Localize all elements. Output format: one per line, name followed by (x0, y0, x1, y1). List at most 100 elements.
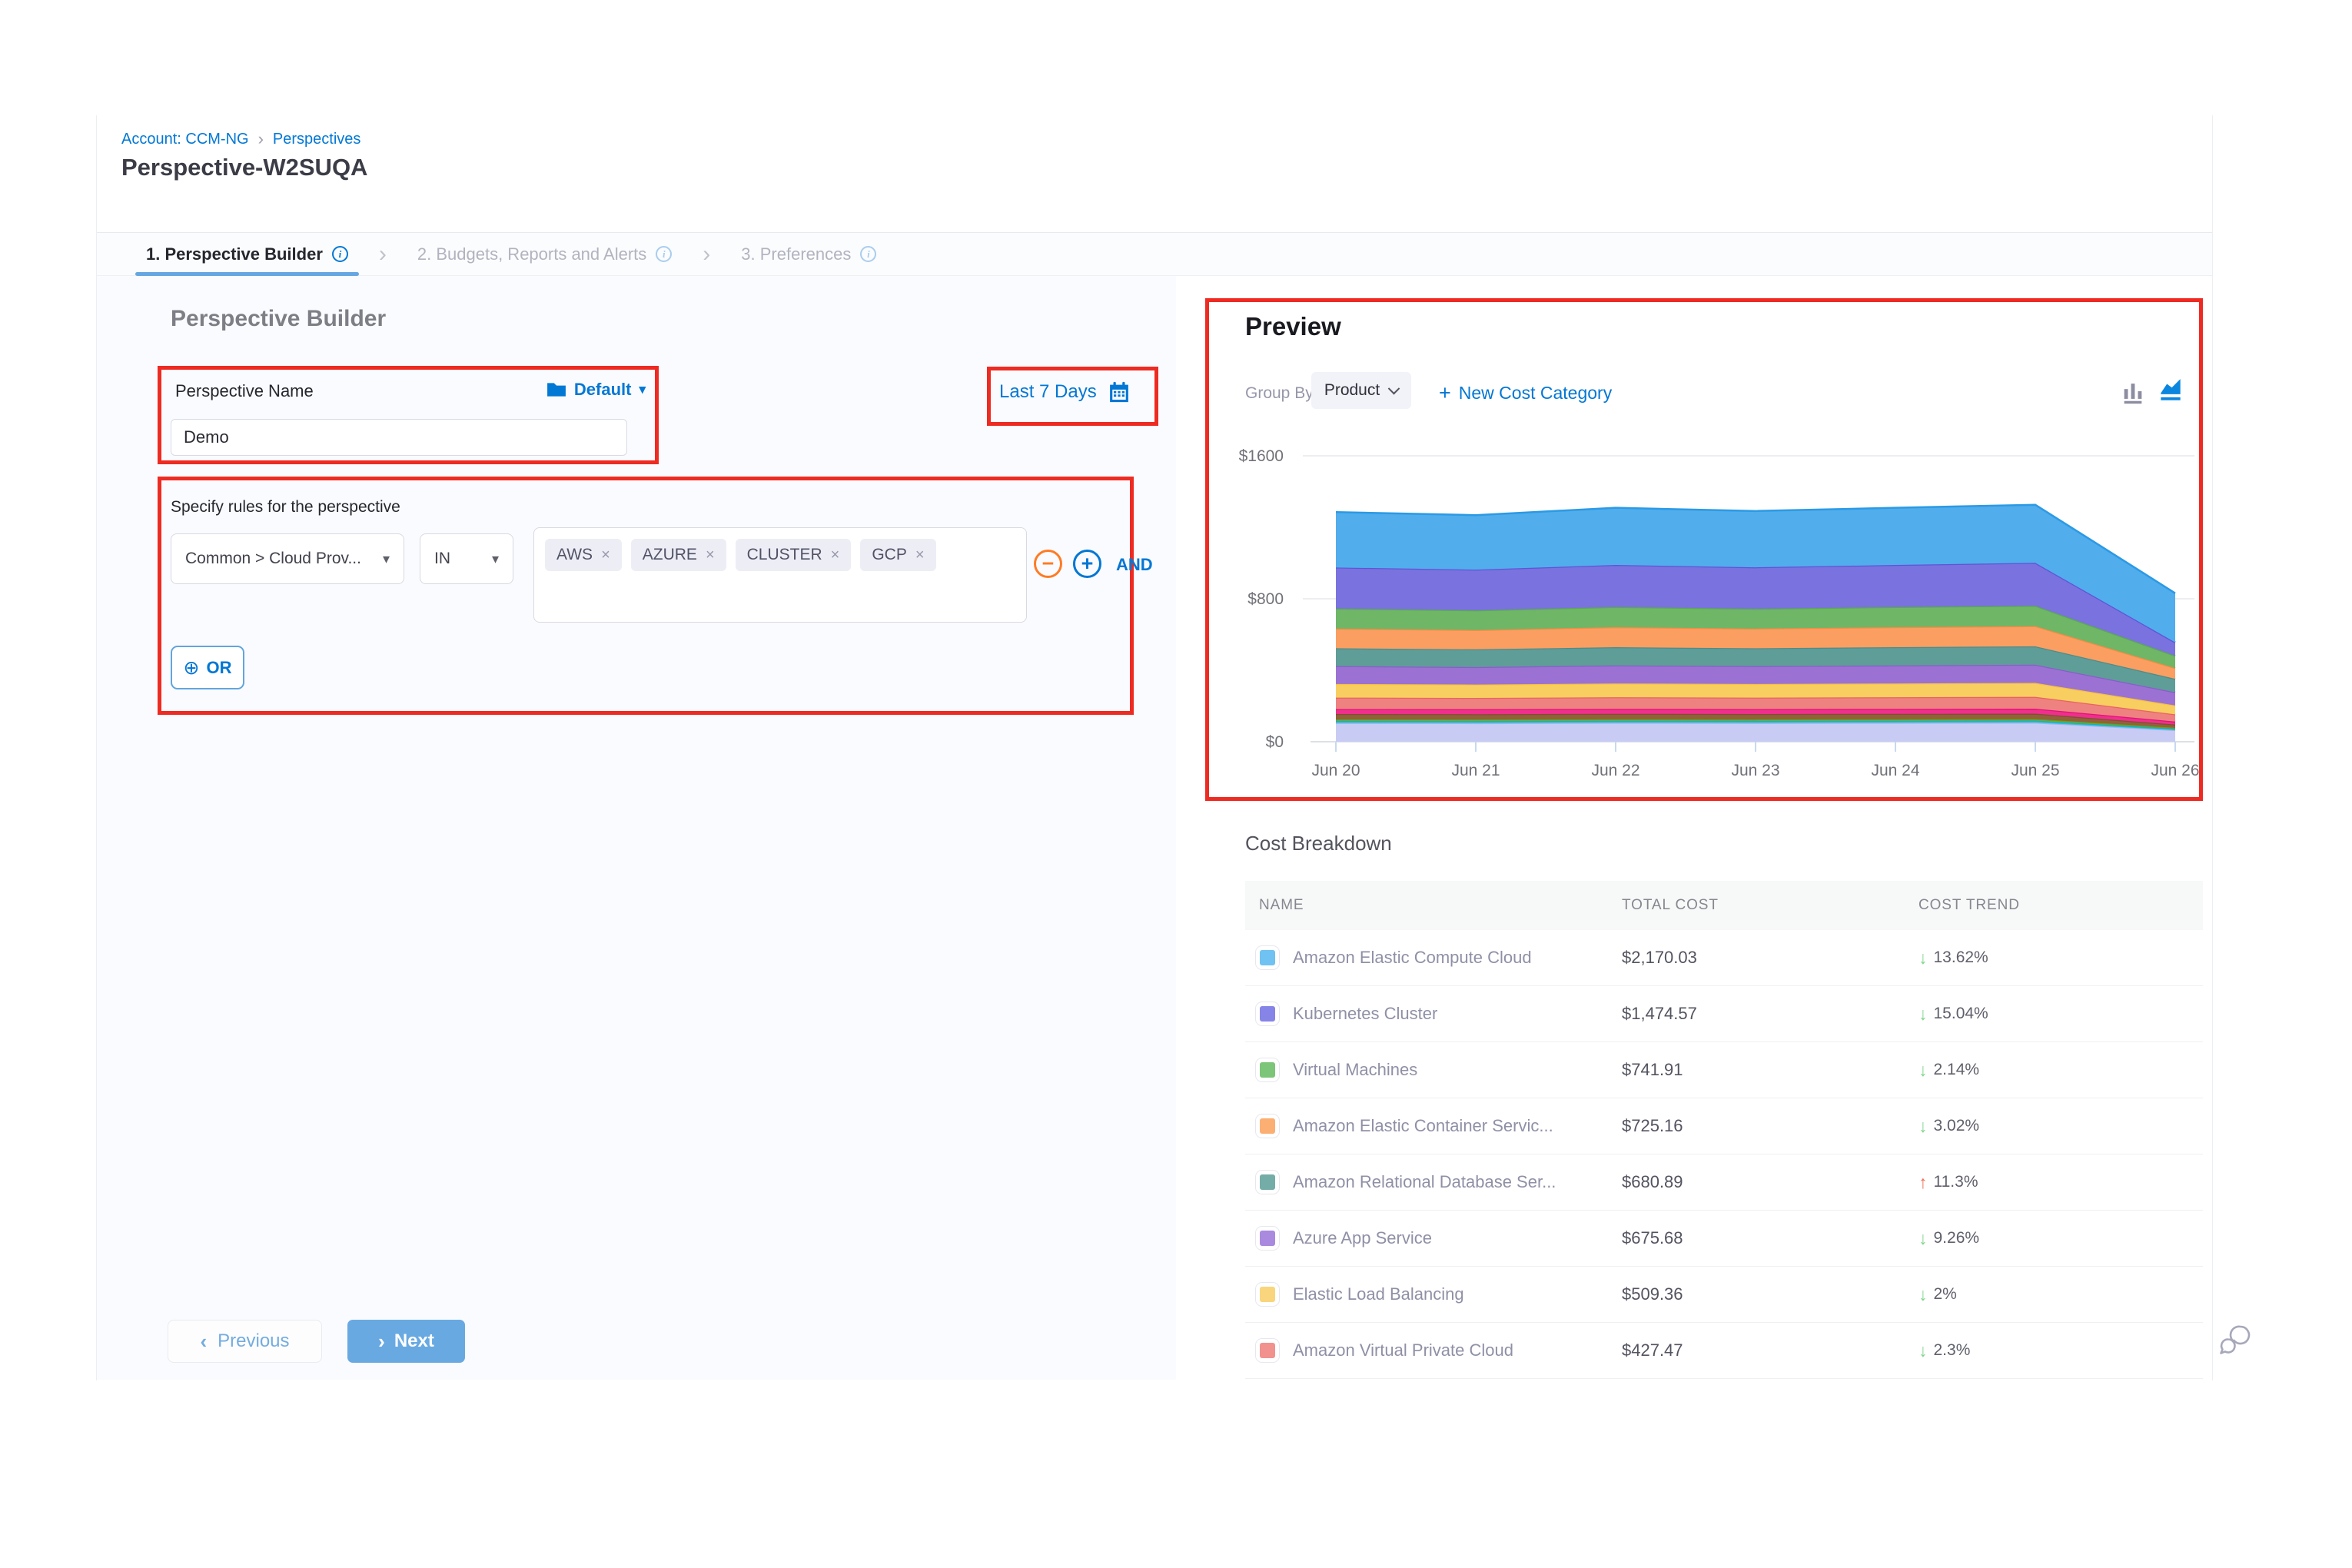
table-row[interactable]: Amazon Elastic Compute Cloud $2,170.03 ↓ 13… (1245, 930, 2203, 986)
chip-label: AWS (556, 546, 593, 563)
x-tick-label: Jun 25 (2011, 762, 2059, 779)
rule-values-input[interactable]: AWS × AZURE × CLUSTER × GCP × (533, 527, 1027, 623)
breadcrumb-account-link[interactable]: Account: CCM-NG (121, 130, 249, 148)
table-row[interactable]: Amazon Virtual Private Cloud $427.47 ↓ 2.3% (1245, 1323, 2203, 1379)
trend-down-icon: ↓ (1918, 1115, 1928, 1136)
table-row[interactable]: Virtual Machines $741.91 ↓ 2.14% (1245, 1042, 2203, 1098)
calendar-icon (1109, 381, 1128, 403)
table-row[interactable]: Azure App Service $675.68 ↓ 9.26% (1245, 1211, 2203, 1267)
next-button[interactable]: › Next (347, 1320, 465, 1363)
x-tick-label: Jun 23 (1731, 762, 1779, 779)
area-series-kubernetes-cluster (1336, 563, 2175, 656)
tab-separator-chevron-icon: › (378, 241, 387, 267)
rule-value-chip[interactable]: AZURE × (630, 539, 726, 571)
support-chat-button[interactable] (2217, 1321, 2255, 1364)
rule-value-chip[interactable]: GCP × (860, 539, 936, 571)
row-cost-trend: ↓ 13.62% (1905, 948, 2203, 968)
column-header-cost-trend: COST TREND (1918, 897, 2020, 913)
trend-down-icon: ↓ (1918, 1059, 1928, 1080)
date-range-picker[interactable]: Last 7 Days (999, 380, 1147, 404)
group-by-value: Product (1324, 381, 1380, 399)
or-button-label: OR (206, 657, 232, 677)
row-name-cell: Amazon Relational Database Ser... (1245, 1171, 1608, 1194)
trend-down-icon: ↓ (1918, 1340, 1928, 1360)
area-series-amazon-elastic-container-service (1336, 626, 2175, 679)
y-tick-label: $1600 (1239, 447, 1284, 465)
add-rule-button[interactable]: + (1073, 550, 1101, 578)
trend-down-icon: ↓ (1918, 1003, 1928, 1024)
area-chart-toggle[interactable] (2155, 374, 2186, 407)
rule-field-value: Common > Cloud Prov... (185, 550, 361, 567)
caret-down-icon: ▾ (382, 550, 390, 566)
row-cost-trend: ↓ 2.3% (1905, 1340, 2203, 1361)
perspective-name-label: Perspective Name (175, 381, 314, 400)
plus-icon: + (1439, 381, 1451, 404)
area-series-unlabeled-pink (1336, 708, 2175, 725)
new-cost-category-button[interactable]: + New Cost Category (1439, 381, 1612, 405)
tab-label: 1. Perspective Builder (146, 244, 323, 264)
folder-selector[interactable]: Default ▾ (507, 380, 646, 400)
tab-3[interactable]: 3. Preferences i (738, 233, 879, 275)
chip-remove-icon[interactable]: × (830, 546, 840, 563)
preview-stacked-area-chart: $0 $800 $1600 Jun 20 Jun 21 Jun 22 Jun 23 Jun 2… (1239, 447, 2200, 779)
table-row[interactable]: Amazon Elastic Container Servic... $725.1… (1245, 1098, 2203, 1154)
row-total-cost: $741.91 (1622, 1060, 1683, 1079)
folder-selector-value: Default (573, 380, 632, 399)
chat-bubbles-icon (2220, 1325, 2251, 1354)
folder-icon (546, 383, 566, 397)
bar-chart-toggle[interactable] (2120, 378, 2146, 408)
group-by-select[interactable]: Product (1311, 372, 1411, 409)
row-name: Virtual Machines (1293, 1060, 1418, 1079)
x-tick-label: Jun 26 (2151, 762, 2199, 779)
row-name-cell: Amazon Elastic Container Servic... (1245, 1115, 1608, 1138)
area-series-amazon-virtual-private-cloud (1336, 696, 2175, 722)
row-cost-trend: ↓ 3.02% (1905, 1116, 2203, 1137)
area-series-amazon-relational-database-service (1336, 646, 2175, 693)
rule-value-chip[interactable]: AWS × (545, 539, 622, 571)
trend-down-icon: ↓ (1918, 1284, 1928, 1304)
rule-field-select[interactable]: Common > Cloud Prov... ▾ (171, 533, 404, 584)
trend-value: 13.62% (1933, 948, 1988, 966)
chip-remove-icon[interactable]: × (601, 546, 610, 563)
area-series-azure-app-service (1336, 664, 2175, 706)
info-icon: i (656, 246, 673, 262)
column-header-name: NAME (1259, 897, 1304, 913)
tab-1[interactable]: 1. Perspective Builder i (135, 233, 359, 276)
perspective-builder-pane (97, 276, 1176, 1380)
tab-label: 3. Preferences (741, 244, 852, 264)
table-row[interactable]: Kubernetes Cluster $1,474.57 ↓ 15.04% (1245, 986, 2203, 1042)
chip-remove-icon[interactable]: × (915, 546, 925, 563)
row-total-cost: $509.36 (1622, 1284, 1683, 1304)
card-left-border (96, 115, 97, 1380)
tab-bar: 1. Perspective Builder i › 2. Budgets, Repo… (97, 232, 2212, 276)
breadcrumb-chevron-icon: › (257, 129, 264, 148)
chip-label: CLUSTER (746, 546, 822, 563)
and-condition-button[interactable]: AND (1116, 555, 1153, 574)
chevron-right-icon: › (378, 1329, 385, 1353)
trend-value: 11.3% (1933, 1173, 1978, 1191)
date-range-value: Last 7 Days (999, 381, 1097, 402)
perspective-name-input[interactable] (171, 419, 627, 456)
area-series-unlabeled-cyan (1336, 720, 2175, 730)
rule-value-chip[interactable]: CLUSTER × (735, 539, 852, 571)
trend-value: 2.14% (1933, 1061, 1980, 1078)
remove-rule-button[interactable]: − (1034, 550, 1062, 578)
row-total-cost: $1,474.57 (1622, 1004, 1697, 1023)
row-name-cell: Azure App Service (1245, 1227, 1608, 1250)
area-series-topline (1335, 503, 2176, 594)
tab-2[interactable]: 2. Budgets, Reports and Alerts i (414, 233, 675, 275)
chip-remove-icon[interactable]: × (705, 546, 715, 563)
previous-button-label: Previous (218, 1330, 290, 1351)
group-by-label: Group By (1245, 384, 1314, 402)
or-condition-button[interactable]: ⊕ OR (171, 646, 244, 689)
rule-operator-select[interactable]: IN ▾ (420, 533, 513, 584)
area-series-amazon-elastic-compute-cloud (1336, 504, 2175, 643)
row-cost-trend: ↓ 2% (1905, 1284, 2203, 1305)
breadcrumb-perspectives-link[interactable]: Perspectives (272, 130, 361, 148)
next-button-label: Next (394, 1330, 434, 1351)
series-color-swatch (1256, 1283, 1279, 1306)
table-row[interactable]: Amazon Relational Database Ser... $680.89… (1245, 1154, 2203, 1211)
table-row[interactable]: Elastic Load Balancing $509.36 ↓ 2% (1245, 1267, 2203, 1323)
previous-button[interactable]: ‹ Previous (168, 1320, 322, 1363)
trend-value: 2.3% (1933, 1341, 1971, 1359)
